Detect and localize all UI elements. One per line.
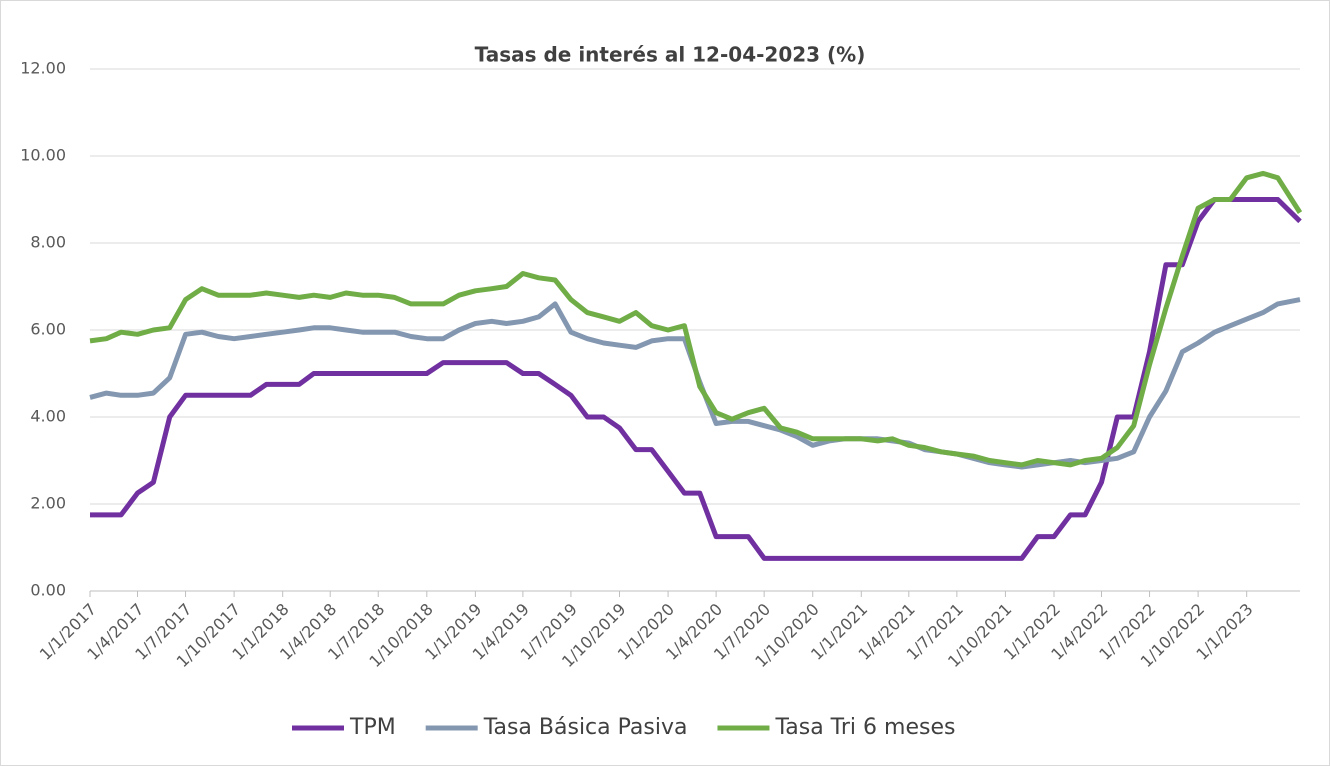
series-line [90, 197, 1302, 561]
legend-label: Tasa Tri 6 meses [774, 715, 955, 740]
y-tick-label: 2.00 [30, 494, 66, 513]
y-tick-label: 12.00 [20, 59, 66, 78]
y-tick-label: 10.00 [20, 146, 66, 165]
chart-title: Tasas de interés al 12-04-2023 (%) [475, 43, 866, 67]
y-tick-label: 0.00 [30, 581, 66, 600]
series-line [89, 170, 1303, 468]
y-tick-label: 8.00 [30, 233, 66, 252]
y-tick-label: 6.00 [30, 320, 66, 339]
legend-label: Tasa Básica Pasiva [483, 715, 688, 740]
legend-label: TPM [349, 715, 396, 740]
y-tick-label: 4.00 [30, 407, 66, 426]
